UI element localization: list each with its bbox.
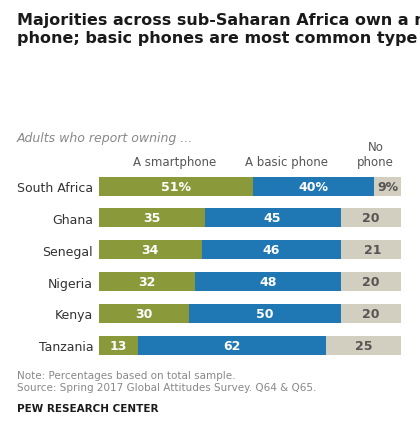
Bar (205, 209, 341, 228)
Text: A basic phone: A basic phone (245, 155, 328, 169)
Text: 50: 50 (256, 307, 274, 320)
Bar (341, 209, 401, 228)
Text: PEW RESEARCH CENTER: PEW RESEARCH CENTER (17, 403, 158, 413)
Bar (189, 304, 341, 323)
Bar (326, 336, 401, 355)
Text: 30: 30 (135, 307, 153, 320)
Bar (202, 241, 341, 260)
Text: Majorities across sub-Saharan Africa own a mobile
phone; basic phones are most c: Majorities across sub-Saharan Africa own… (17, 13, 420, 46)
Bar (99, 177, 253, 196)
Text: 62: 62 (223, 339, 240, 352)
Bar (341, 304, 401, 323)
Text: 34: 34 (142, 244, 159, 257)
Bar (99, 241, 202, 260)
Text: 40%: 40% (298, 180, 328, 193)
Text: 21: 21 (364, 244, 381, 257)
Text: 20: 20 (362, 276, 380, 289)
Bar (99, 272, 195, 292)
Text: No
phone: No phone (357, 141, 394, 169)
Bar (374, 177, 401, 196)
Text: 20: 20 (362, 307, 380, 320)
Text: 46: 46 (262, 244, 280, 257)
Text: 32: 32 (139, 276, 156, 289)
Bar (99, 209, 205, 228)
Text: Note: Percentages based on total sample.
Source: Spring 2017 Global Attitudes Su: Note: Percentages based on total sample.… (17, 370, 316, 392)
Bar (253, 177, 374, 196)
Bar (99, 336, 138, 355)
Text: 13: 13 (110, 339, 127, 352)
Text: 20: 20 (362, 212, 380, 225)
Text: A smartphone: A smartphone (133, 155, 216, 169)
Text: 25: 25 (354, 339, 372, 352)
Bar (99, 304, 189, 323)
Text: Adults who report owning ...: Adults who report owning ... (17, 131, 193, 145)
Text: 35: 35 (143, 212, 160, 225)
Bar (341, 241, 404, 260)
Bar (138, 336, 326, 355)
Bar (341, 272, 401, 292)
Text: 45: 45 (264, 212, 281, 225)
Text: 9%: 9% (377, 180, 398, 193)
Text: 48: 48 (260, 276, 277, 289)
Bar (195, 272, 341, 292)
Text: 51%: 51% (161, 180, 191, 193)
